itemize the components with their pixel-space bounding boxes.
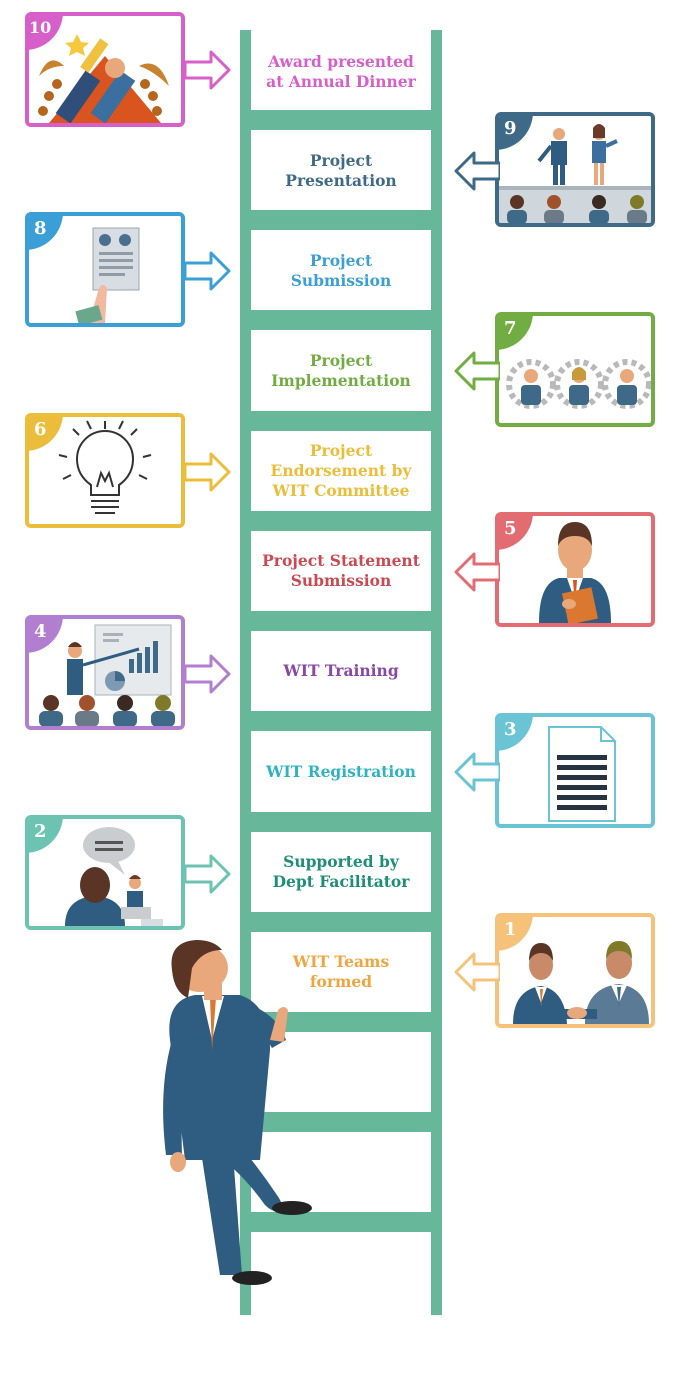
step-8-label: Project Submission <box>290 251 392 290</box>
handshake-icon <box>513 941 649 1024</box>
step-9-card: 9 <box>495 112 655 227</box>
step-3-label: WIT Registration <box>266 762 416 781</box>
arrow-right-icon <box>185 50 231 90</box>
report-hand-icon <box>75 227 140 323</box>
arrow-right-icon <box>185 452 231 492</box>
presentation-stage-icon <box>499 124 651 223</box>
step-4-card: 4 <box>25 615 185 730</box>
step-9-label: Project Presentation <box>285 151 397 190</box>
team-gears-icon <box>506 359 651 409</box>
step-1-label: WIT Teams formed <box>292 952 390 991</box>
ladder-rung <box>240 110 442 130</box>
arrow-right-icon <box>185 854 231 894</box>
ladder-rung <box>240 1212 442 1232</box>
step-10-card: 10 <box>25 12 185 127</box>
arrow-left-icon <box>454 952 500 992</box>
ladder-rung <box>240 511 442 531</box>
arrow-left-icon <box>454 151 500 191</box>
ladder-rung <box>240 711 442 731</box>
ladder-rung <box>240 912 442 932</box>
arrow-right-icon <box>185 251 231 291</box>
climbing-businessman-icon <box>163 940 312 1285</box>
step-5-card: 5 <box>495 512 655 627</box>
step-6-card: 6 <box>25 413 185 528</box>
step-7-card: 7 <box>495 312 655 427</box>
arrow-left-icon <box>454 752 500 792</box>
training-class-icon <box>39 624 175 726</box>
arrow-left-icon <box>454 552 500 592</box>
trophy-icon <box>38 34 169 123</box>
ladder-rung <box>240 1012 442 1032</box>
step-2-label: Supported by Dept Facilitator <box>272 852 410 891</box>
businessman-folder-icon <box>539 522 611 623</box>
ladder-rung <box>240 310 442 330</box>
ladder-rung <box>240 812 442 832</box>
step-6-label: Project Endorsement by WIT Committee <box>270 441 412 500</box>
step-5-label: Project Statement Submission <box>262 551 420 590</box>
step-2-card: 2 <box>25 815 185 930</box>
document-icon <box>548 726 616 822</box>
ladder-left-rail <box>240 30 251 1315</box>
facilitator-meeting-icon <box>65 827 163 926</box>
arrow-right-icon <box>185 654 231 694</box>
ladder-rung <box>240 411 442 431</box>
lightbulb-icon <box>58 420 152 514</box>
step-4-label: WIT Training <box>283 661 399 680</box>
step-7-label: Project Implementation <box>271 351 411 390</box>
ladder-rung <box>240 210 442 230</box>
ladder-right-rail <box>431 30 442 1315</box>
step-8-card: 8 <box>25 212 185 327</box>
arrow-left-icon <box>454 351 500 391</box>
ladder-rung <box>240 611 442 631</box>
step-1-card: 1 <box>495 913 655 1028</box>
step-10-label: Award presented at Annual Dinner <box>266 52 416 91</box>
step-3-card: 3 <box>495 713 655 828</box>
ladder-rung <box>240 1112 442 1132</box>
